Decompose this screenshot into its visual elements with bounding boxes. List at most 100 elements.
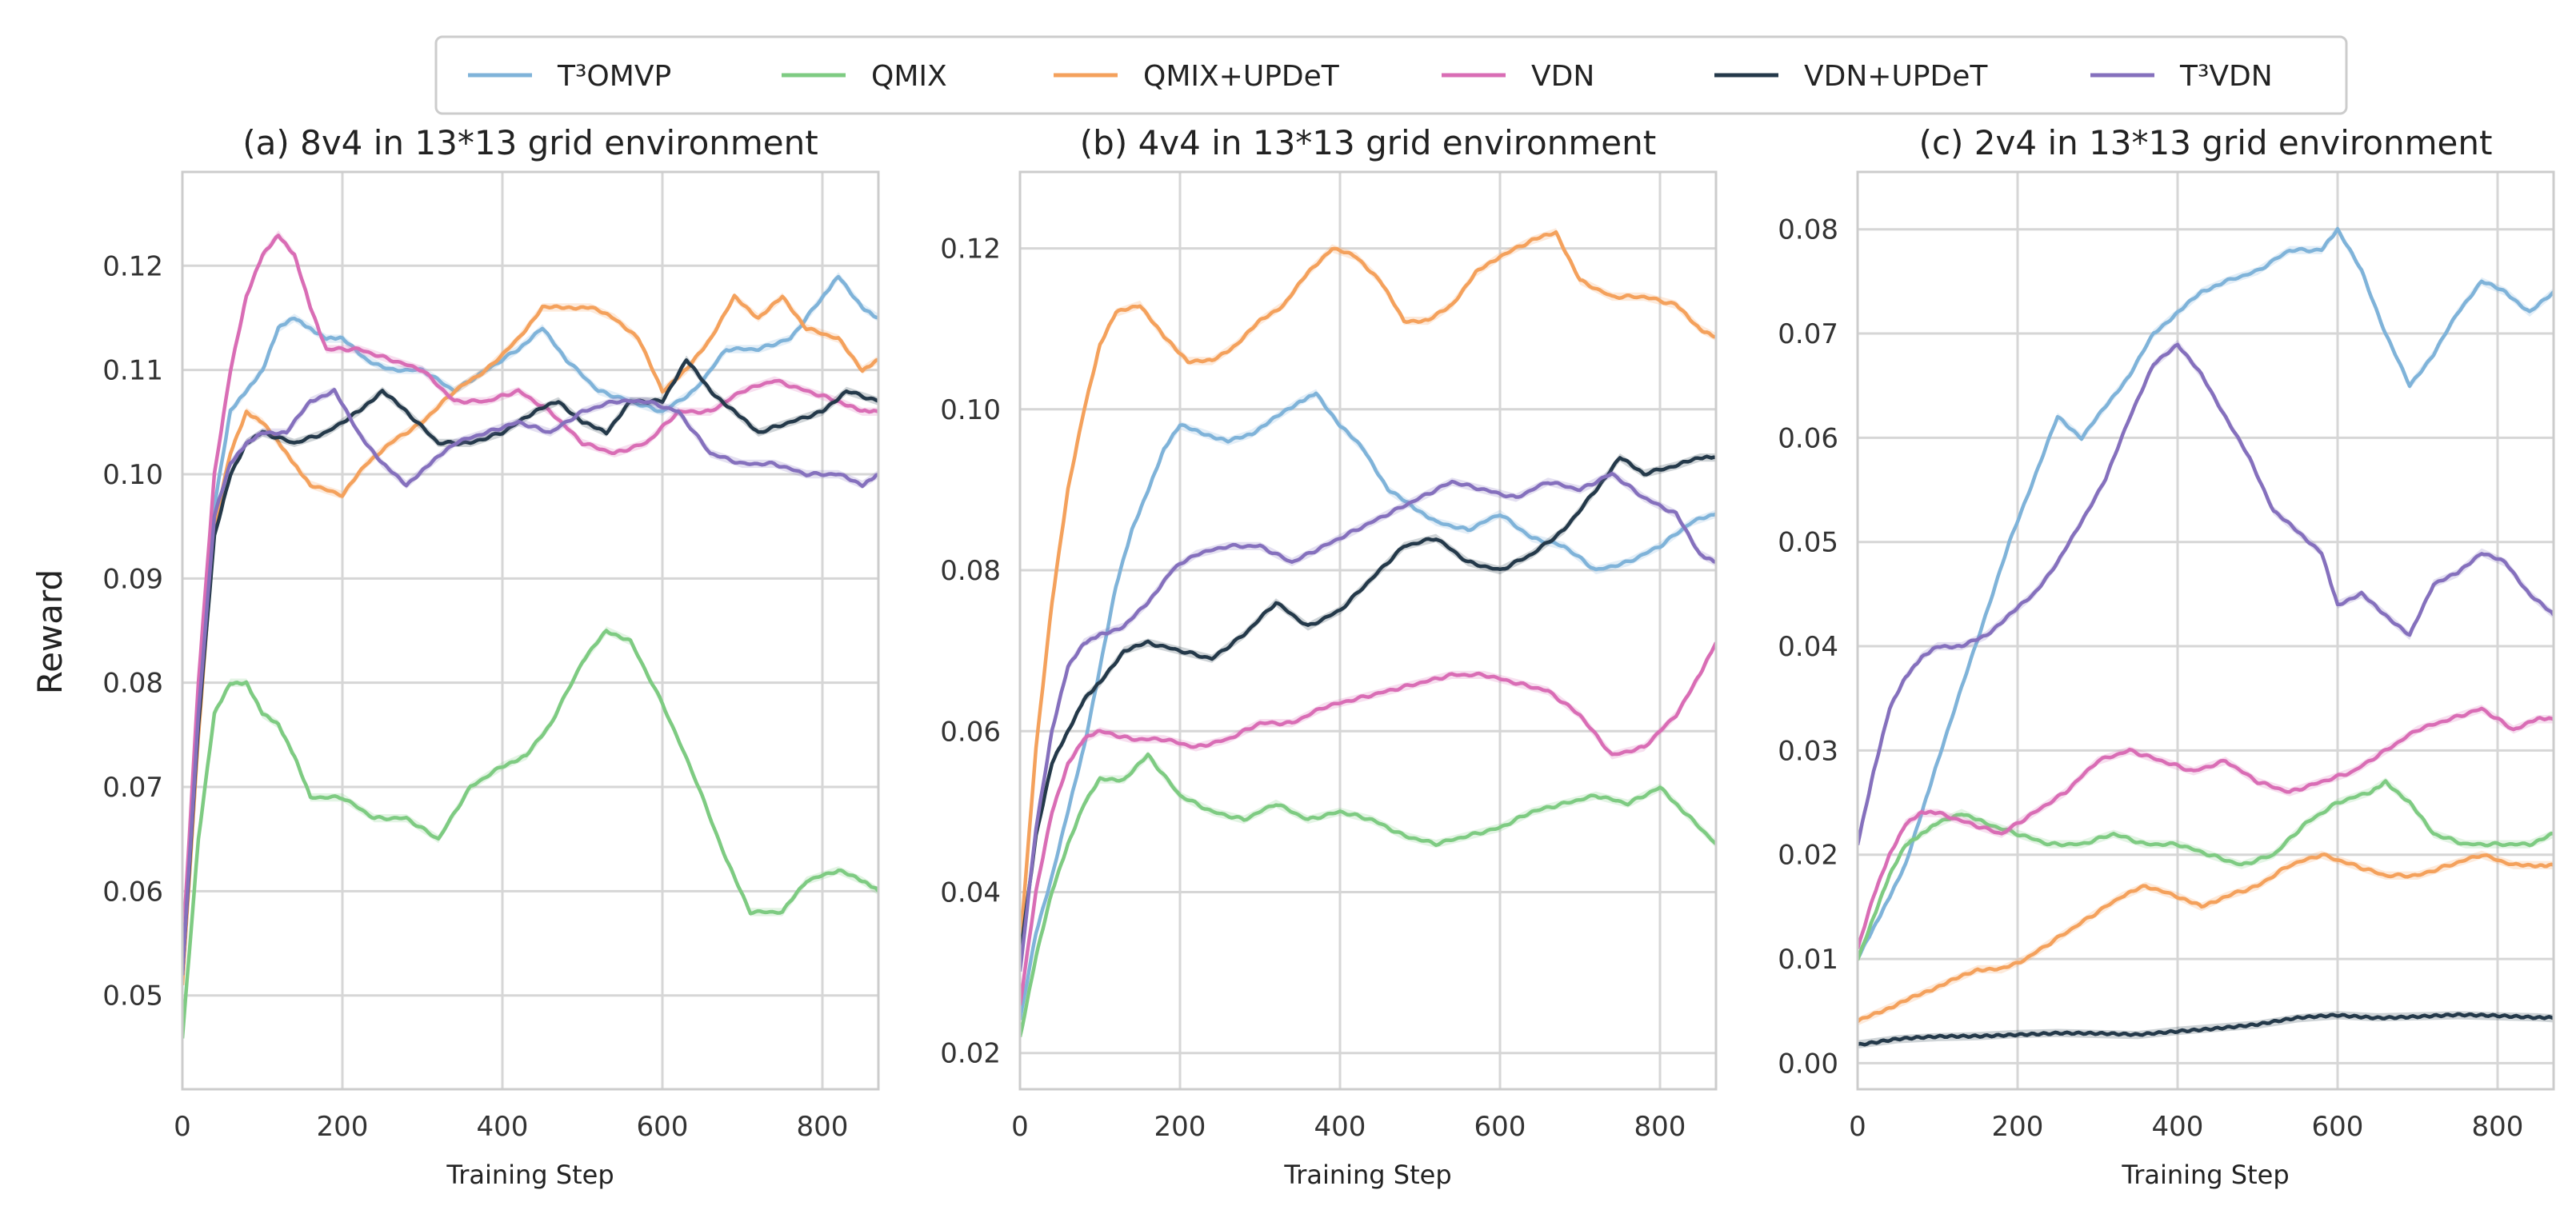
y-tick-label: 0.08 — [1778, 214, 1838, 246]
x-tick-label: 600 — [637, 1111, 689, 1143]
x-tick-label: 800 — [1634, 1111, 1686, 1143]
series-line-vdn-plus-updet — [1858, 1012, 2554, 1047]
x-tick-label: 800 — [2472, 1111, 2524, 1143]
series-line-qmix-plus-updet — [1858, 853, 2554, 1024]
legend-label: VDN — [1531, 60, 1594, 93]
y-tick-label: 0.05 — [1778, 527, 1838, 559]
x-axis-label: Training Step — [2121, 1160, 2289, 1190]
series-line-qmix — [1858, 779, 2554, 961]
legend-label: T³VDN — [2179, 60, 2273, 93]
x-tick-label: 0 — [174, 1111, 191, 1143]
series-line-vdn — [1858, 706, 2554, 949]
y-tick-label: 0.08 — [102, 668, 163, 700]
y-tick-label: 0.07 — [1778, 318, 1838, 350]
series-line-t3vdn — [182, 388, 878, 976]
x-tick-label: 200 — [1992, 1111, 2044, 1143]
y-tick-label: 0.10 — [102, 459, 163, 491]
x-tick-label: 0 — [1011, 1111, 1029, 1143]
y-tick-label: 0.02 — [940, 1038, 1001, 1070]
y-tick-label: 0.08 — [940, 555, 1001, 587]
x-tick-label: 400 — [477, 1111, 529, 1143]
plot-frame — [1856, 170, 2555, 1091]
x-tick-label: 400 — [1314, 1111, 1366, 1143]
series-band-vdn — [1020, 638, 1716, 1009]
y-tick-label: 0.01 — [1778, 944, 1838, 976]
legend-item-t3omvp: T³OMVP — [468, 60, 671, 93]
legend-item-qmix: QMIX — [782, 60, 947, 93]
panel-title: (c) 2v4 in 13*13 grid environment — [1919, 123, 2493, 162]
x-tick-label: 200 — [1154, 1111, 1206, 1143]
series-line-qmix — [182, 629, 878, 1039]
y-tick-label: 0.09 — [102, 563, 163, 595]
y-tick-label: 0.04 — [940, 877, 1001, 909]
x-tick-label: 800 — [797, 1111, 849, 1143]
plot-frame — [181, 170, 880, 1091]
legend-label: QMIX — [871, 60, 947, 93]
series-line-vdn — [1020, 641, 1716, 1006]
series-band-vdn-plus-updet — [1020, 453, 1716, 961]
legend-label: VDN+UPDeT — [1804, 60, 1988, 93]
series-band-qmix — [1858, 777, 2554, 964]
series-band-t3omvp — [1020, 389, 1716, 1025]
series-group — [1020, 228, 1716, 1041]
legend: T³OMVP QMIX QMIX+UPDeT VDN VDN+UPDeT T³VDN — [434, 35, 2348, 115]
x-tick-label: 600 — [2312, 1111, 2364, 1143]
y-tick-label: 0.06 — [1778, 422, 1838, 454]
x-axis-label: Training Step — [1283, 1160, 1451, 1190]
y-tick-label: 0.10 — [940, 394, 1001, 426]
y-tick-label: 0.11 — [102, 355, 163, 387]
x-tick-label: 200 — [317, 1111, 369, 1143]
series-line-t3vdn — [1020, 471, 1716, 972]
y-tick-label: 0.06 — [940, 716, 1001, 748]
series-line-vdn-plus-updet — [182, 358, 878, 975]
series-band-qmix — [1020, 751, 1716, 1041]
panel-title: (b) 4v4 in 13*13 grid environment — [1080, 123, 1656, 162]
legend-label: QMIX+UPDeT — [1143, 60, 1340, 93]
y-tick-label: 0.12 — [102, 250, 163, 282]
series-group — [1858, 225, 2554, 1049]
series-line-t3omvp — [1020, 391, 1716, 1020]
y-tick-label: 0.07 — [102, 772, 163, 804]
y-tick-label: 0.06 — [102, 876, 163, 908]
series-band-vdn-plus-updet — [182, 355, 878, 979]
series-band-qmix-plus-updet — [1858, 850, 2554, 1026]
series-line-qmix-plus-updet — [1020, 230, 1716, 948]
y-tick-label: 0.04 — [1778, 631, 1838, 663]
legend-item-vdn: VDN — [1442, 60, 1594, 93]
series-band-vdn — [1858, 705, 2554, 953]
y-tick-label: 0.05 — [102, 980, 163, 1012]
y-tick-label: 0.03 — [1778, 735, 1838, 767]
plot-frame — [1018, 170, 1718, 1091]
series-line-t3omvp — [1858, 226, 2554, 960]
legend-item-t3vdn: T³VDN — [2090, 60, 2273, 93]
legend-item-qmix-plus-updet: QMIX+UPDeT — [1054, 60, 1340, 93]
x-tick-label: 0 — [1849, 1111, 1866, 1143]
panel-title: (a) 8v4 in 13*13 grid environment — [242, 123, 818, 162]
y-tick-label: 0.12 — [940, 234, 1001, 266]
y-tick-label: 0.02 — [1778, 840, 1838, 872]
x-axis-label: Training Step — [446, 1160, 614, 1190]
x-tick-label: 400 — [2152, 1111, 2204, 1143]
series-line-t3vdn — [1858, 342, 2554, 846]
series-band-qmix — [182, 626, 878, 1041]
chart-panel-1: 0 200 400 600 800 0.05 0.06 0.07 0.08 0.09 0.10 0.1… — [102, 123, 880, 1190]
x-tick-label: 600 — [1474, 1111, 1526, 1143]
legend-item-vdn-plus-updet: VDN+UPDeT — [1714, 60, 1988, 93]
series-group — [182, 230, 878, 1041]
series-line-qmix-plus-updet — [182, 294, 878, 986]
series-band-t3vdn — [1858, 339, 2554, 849]
series-line-vdn — [182, 234, 878, 955]
legend-label: T³OMVP — [557, 60, 671, 93]
series-line-vdn-plus-updet — [1020, 454, 1716, 958]
series-line-qmix — [1020, 752, 1716, 1037]
series-line-t3omvp — [182, 274, 878, 975]
series-band-qmix-plus-updet — [1020, 228, 1716, 953]
y-axis-label: Reward — [30, 569, 70, 694]
series-band-t3vdn — [1020, 469, 1716, 977]
y-tick-label: 0.00 — [1778, 1048, 1838, 1080]
panels: 0 200 400 600 800 0.05 0.06 0.07 0.08 0.09 0.10 0.1… — [102, 123, 2555, 1190]
legend-box — [434, 35, 2348, 115]
chart-panel-3: 0 200 400 600 800 0.00 0.01 0.02 0.03 0.04 0.05 0.0… — [1778, 123, 2555, 1190]
chart-panel-2: 0 200 400 600 800 0.02 0.04 0.06 0.08 0.10 0.12 (b)… — [940, 123, 1718, 1190]
